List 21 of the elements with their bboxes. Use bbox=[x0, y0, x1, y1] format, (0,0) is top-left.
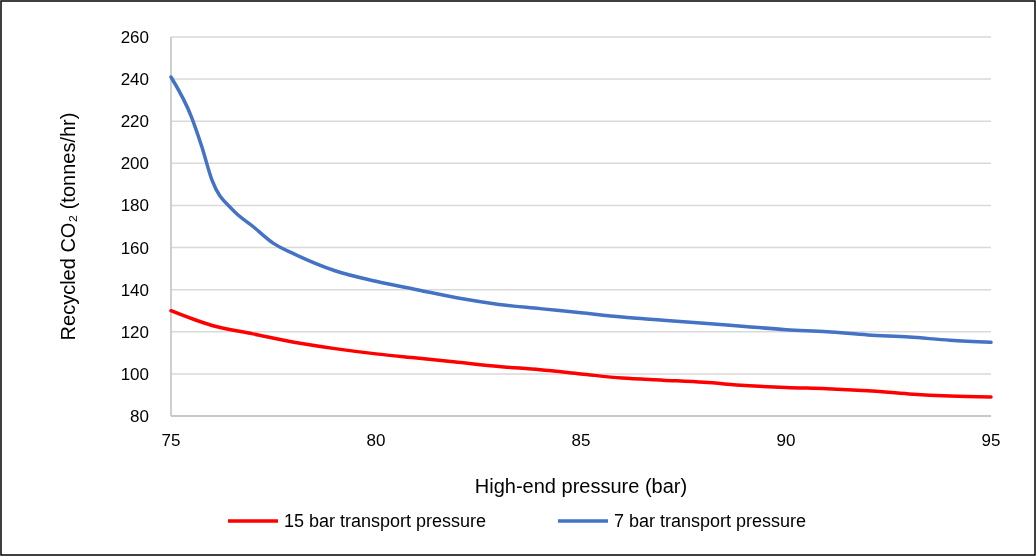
legend-label: 7 bar transport pressure bbox=[614, 511, 807, 532]
y-tick-label: 220 bbox=[120, 112, 149, 132]
y-tick-label: 240 bbox=[120, 70, 149, 90]
x-tick-label: 75 bbox=[161, 431, 181, 450]
y-tick-label: 100 bbox=[120, 364, 149, 384]
legend-label: 15 bar transport pressure bbox=[284, 511, 487, 532]
y-axis-title: Recycled CO₂ (tonnes/hr) bbox=[57, 112, 79, 341]
x-tick-label: 80 bbox=[366, 431, 386, 450]
y-tick-label: 180 bbox=[120, 196, 149, 216]
y-tick-label: 140 bbox=[120, 280, 149, 300]
y-tick-label: 160 bbox=[120, 238, 149, 258]
y-tick-label: 80 bbox=[130, 406, 149, 426]
x-tick-label: 85 bbox=[571, 431, 591, 450]
y-tick-label: 120 bbox=[120, 322, 149, 342]
x-tick-label: 95 bbox=[981, 431, 1001, 450]
y-tick-label: 260 bbox=[120, 27, 149, 47]
line-series bbox=[169, 308, 993, 399]
x-axis-title: High-end pressure (bar) bbox=[474, 475, 688, 497]
y-tick-label: 200 bbox=[120, 154, 149, 174]
x-tick-label: 90 bbox=[776, 431, 796, 450]
line-series bbox=[169, 75, 993, 345]
